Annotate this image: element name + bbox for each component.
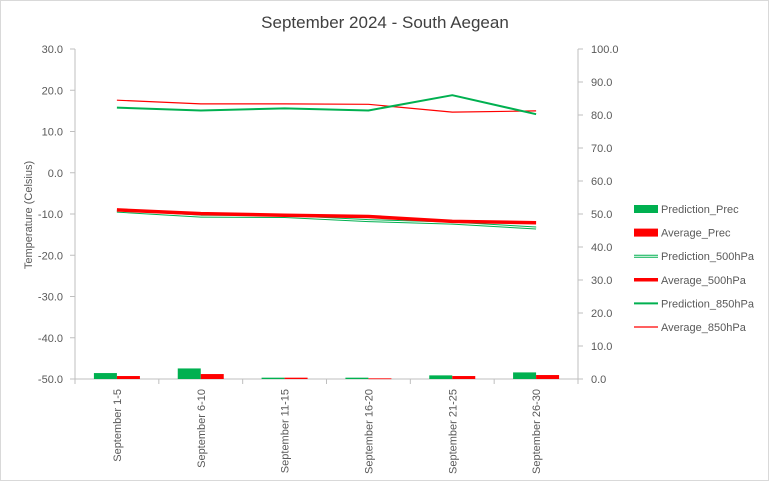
legend-label: Average_Prec: [661, 228, 731, 240]
axes: 30.0 20.0 10.0 0.0 -10.0 -20.0 -30.0 -40.0 -50.0…: [38, 44, 619, 474]
right-tick-label: 10.0: [591, 341, 612, 353]
right-tick-label: 70.0: [591, 143, 612, 155]
bar-prediction-prec: [429, 375, 453, 379]
line-prediction-850hpa: [116, 94, 537, 116]
bar-average-prec: [284, 377, 308, 379]
x-tick-label: September 6-10: [196, 389, 208, 468]
right-tick-label: 90.0: [591, 77, 612, 89]
bar-average-prec: [116, 376, 140, 379]
bar-prediction-prec: [93, 373, 117, 379]
line-average-850hpa: [116, 99, 537, 113]
y-axis-label: Temperature (Celsius): [23, 161, 35, 269]
left-tick-label: -30.0: [38, 292, 63, 304]
x-tick-label: September 11-15: [280, 389, 292, 473]
left-tick-label: -20.0: [38, 250, 63, 262]
right-tick-label: 30.0: [591, 275, 612, 287]
left-tick-label: -50.0: [38, 374, 63, 386]
line-series-group: [116, 94, 537, 230]
x-tick-label: September 21-25: [447, 389, 459, 474]
left-tick-label: -10.0: [38, 209, 63, 221]
right-tick-label: 0.0: [591, 374, 606, 386]
bar-prediction-prec: [177, 368, 201, 379]
left-tick-label: 0.0: [48, 168, 63, 180]
legend-label: Average_500hPa: [661, 275, 747, 287]
legend-label: Prediction_850hPa: [661, 298, 755, 310]
chart-title: September 2024 - South Aegean: [261, 13, 509, 32]
x-tick-label: September 16-20: [363, 389, 375, 474]
left-tick-label: 20.0: [42, 85, 63, 97]
bar-average-prec: [368, 378, 392, 380]
left-tick-label: 30.0: [42, 44, 63, 56]
right-tick-label: 50.0: [591, 209, 612, 221]
bar-average-prec: [536, 375, 560, 379]
bar-series-group: [93, 368, 560, 380]
x-tick-label: September 26-30: [531, 389, 543, 474]
right-tick-label: 20.0: [591, 308, 612, 320]
right-tick-label: 80.0: [591, 110, 612, 122]
line-average-500hpa: [116, 208, 537, 225]
line-prediction-500hpa-inner: [116, 210, 537, 229]
left-tick-label: 10.0: [42, 127, 63, 139]
bar-prediction-prec: [513, 372, 537, 379]
legend: Prediction_Prec Average_Prec Prediction_50…: [634, 204, 755, 334]
left-tick-label: -40.0: [38, 333, 63, 345]
legend-key-average-prec: [634, 228, 658, 237]
legend-label: Prediction_Prec: [661, 204, 739, 216]
right-tick-label: 40.0: [591, 242, 612, 254]
right-tick-label: 60.0: [591, 176, 612, 188]
bar-average-prec: [200, 374, 224, 379]
bar-average-prec: [452, 376, 476, 379]
bar-prediction-prec: [261, 377, 285, 379]
right-tick-label: 100.0: [591, 44, 619, 56]
legend-label: Average_850hPa: [661, 322, 747, 334]
x-tick-label: September 1-5: [112, 389, 124, 462]
bar-prediction-prec: [345, 377, 369, 379]
legend-key-prediction-prec: [634, 205, 658, 213]
legend-label: Prediction_500hPa: [661, 251, 755, 263]
